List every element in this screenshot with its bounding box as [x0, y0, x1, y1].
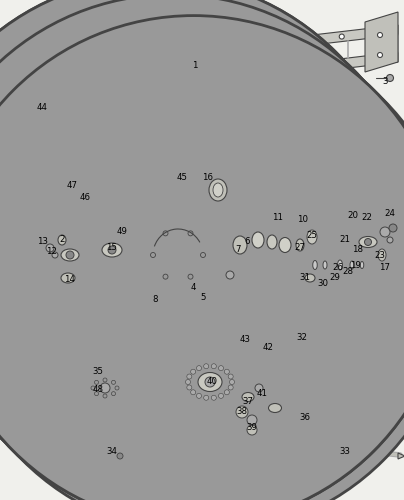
- Text: 12: 12: [46, 248, 57, 256]
- Circle shape: [227, 47, 232, 52]
- Circle shape: [100, 383, 110, 393]
- Polygon shape: [382, 255, 402, 282]
- Text: 42: 42: [263, 344, 274, 352]
- Text: 28: 28: [343, 268, 354, 276]
- Text: 38: 38: [236, 408, 248, 416]
- Text: 35: 35: [93, 368, 103, 376]
- Ellipse shape: [233, 236, 247, 254]
- Circle shape: [114, 60, 119, 66]
- Circle shape: [112, 392, 116, 396]
- Polygon shape: [290, 260, 370, 270]
- Ellipse shape: [307, 230, 317, 244]
- Text: 46: 46: [80, 194, 90, 202]
- Text: 34: 34: [107, 448, 118, 456]
- Text: 33: 33: [339, 448, 351, 456]
- Ellipse shape: [169, 246, 187, 264]
- Circle shape: [151, 252, 156, 258]
- Text: 44: 44: [36, 104, 48, 112]
- Circle shape: [67, 130, 72, 134]
- Text: 2: 2: [59, 236, 65, 244]
- Circle shape: [226, 271, 234, 279]
- Circle shape: [173, 173, 183, 183]
- Polygon shape: [82, 110, 312, 212]
- Ellipse shape: [88, 374, 122, 402]
- Ellipse shape: [213, 183, 223, 197]
- Circle shape: [219, 394, 223, 398]
- Circle shape: [387, 74, 393, 82]
- Circle shape: [163, 231, 168, 236]
- Circle shape: [253, 345, 263, 355]
- Circle shape: [112, 380, 116, 384]
- Ellipse shape: [267, 235, 277, 249]
- Polygon shape: [100, 248, 160, 256]
- Polygon shape: [8, 92, 22, 138]
- Circle shape: [224, 369, 229, 374]
- Circle shape: [204, 364, 209, 368]
- Ellipse shape: [149, 225, 207, 285]
- Circle shape: [191, 390, 196, 395]
- Circle shape: [389, 224, 397, 232]
- Circle shape: [13, 130, 17, 134]
- Text: 1: 1: [192, 60, 198, 70]
- Circle shape: [104, 86, 108, 90]
- Text: 10: 10: [297, 216, 309, 224]
- Circle shape: [377, 52, 383, 58]
- Circle shape: [104, 73, 108, 77]
- Circle shape: [13, 118, 17, 122]
- Ellipse shape: [296, 239, 304, 251]
- Circle shape: [227, 74, 232, 80]
- Circle shape: [228, 374, 233, 379]
- Circle shape: [228, 385, 233, 390]
- Ellipse shape: [300, 414, 310, 422]
- Ellipse shape: [101, 445, 116, 455]
- Text: 5: 5: [200, 294, 206, 302]
- Circle shape: [185, 380, 191, 384]
- Text: 15: 15: [107, 244, 118, 252]
- Text: 6: 6: [244, 238, 250, 246]
- Circle shape: [200, 252, 206, 258]
- Ellipse shape: [337, 260, 343, 270]
- Ellipse shape: [360, 262, 364, 268]
- Ellipse shape: [323, 261, 327, 269]
- Text: 41: 41: [257, 388, 267, 398]
- Text: 24: 24: [385, 208, 396, 218]
- Circle shape: [380, 227, 390, 237]
- Ellipse shape: [286, 410, 293, 414]
- Circle shape: [339, 61, 344, 66]
- Circle shape: [66, 251, 74, 259]
- Polygon shape: [8, 78, 78, 92]
- Circle shape: [163, 274, 168, 279]
- Circle shape: [229, 380, 234, 384]
- Text: 37: 37: [242, 398, 253, 406]
- Circle shape: [0, 16, 404, 500]
- Circle shape: [95, 380, 99, 384]
- Circle shape: [115, 386, 119, 390]
- Ellipse shape: [313, 260, 317, 270]
- Polygon shape: [98, 52, 398, 98]
- Circle shape: [0, 25, 404, 500]
- Circle shape: [377, 30, 382, 35]
- Ellipse shape: [242, 392, 254, 402]
- Circle shape: [104, 60, 108, 64]
- Circle shape: [302, 66, 307, 70]
- Circle shape: [247, 415, 257, 425]
- Circle shape: [108, 246, 116, 254]
- Circle shape: [224, 390, 229, 395]
- Ellipse shape: [61, 249, 79, 261]
- Text: 18: 18: [353, 246, 364, 254]
- Text: 13: 13: [38, 238, 48, 246]
- Circle shape: [387, 237, 393, 243]
- Circle shape: [264, 191, 272, 199]
- Text: 25: 25: [307, 230, 318, 239]
- Circle shape: [103, 378, 107, 382]
- Circle shape: [67, 118, 72, 122]
- Text: 22: 22: [362, 214, 372, 222]
- Text: 23: 23: [375, 250, 385, 260]
- Circle shape: [52, 252, 58, 258]
- Circle shape: [0, 0, 404, 488]
- Polygon shape: [62, 92, 78, 138]
- Circle shape: [219, 366, 223, 370]
- Text: 39: 39: [246, 424, 257, 432]
